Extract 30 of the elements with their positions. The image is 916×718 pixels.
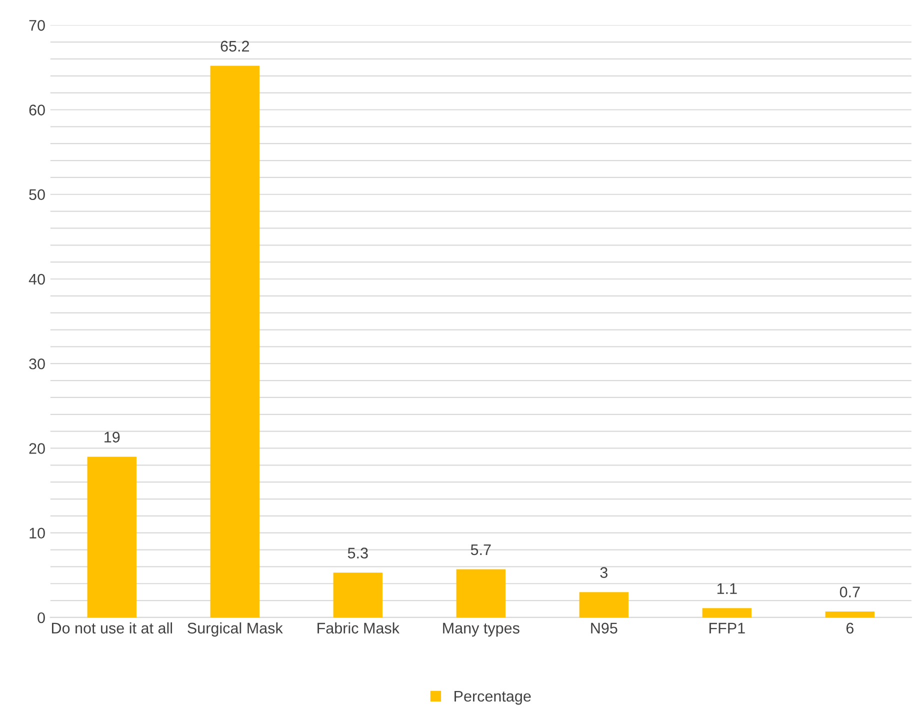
data-label: 5.3: [348, 548, 368, 558]
x-tick-label: Fabric Mask: [318, 622, 400, 634]
bar: [456, 569, 506, 618]
bar: [579, 592, 629, 618]
y-tick-label: 0: [38, 612, 45, 624]
bar: [210, 66, 260, 618]
data-label: 1.1: [717, 583, 737, 594]
y-tick-label: 20: [29, 443, 45, 454]
bar: [87, 456, 136, 618]
x-tick-label: FFP1: [709, 622, 745, 634]
data-label: 5.7: [470, 544, 491, 556]
y-tick-label: 50: [29, 189, 45, 200]
legend-label: Percentage: [454, 691, 531, 705]
y-tick-label: 10: [30, 528, 45, 539]
x-tick-label: N95: [591, 622, 618, 634]
y-tick-label: 40: [28, 274, 45, 285]
data-label: 3: [600, 567, 608, 578]
bar: [702, 608, 752, 618]
data-label: 65.2: [220, 40, 249, 52]
bar: [825, 612, 875, 618]
x-tick-label: Surgical Mask: [188, 622, 283, 637]
y-tick-label: 30: [29, 358, 45, 370]
y-tick-label: 60: [29, 104, 45, 116]
y-tick-label: 70: [29, 20, 45, 31]
x-tick-label: Many types: [443, 622, 520, 637]
x-tick-label: 6: [846, 622, 854, 634]
x-tick-label: Do not use it at all: [52, 622, 172, 634]
data-label: 19: [104, 432, 120, 443]
bar: [333, 572, 382, 618]
data-label: 0.7: [840, 586, 860, 598]
